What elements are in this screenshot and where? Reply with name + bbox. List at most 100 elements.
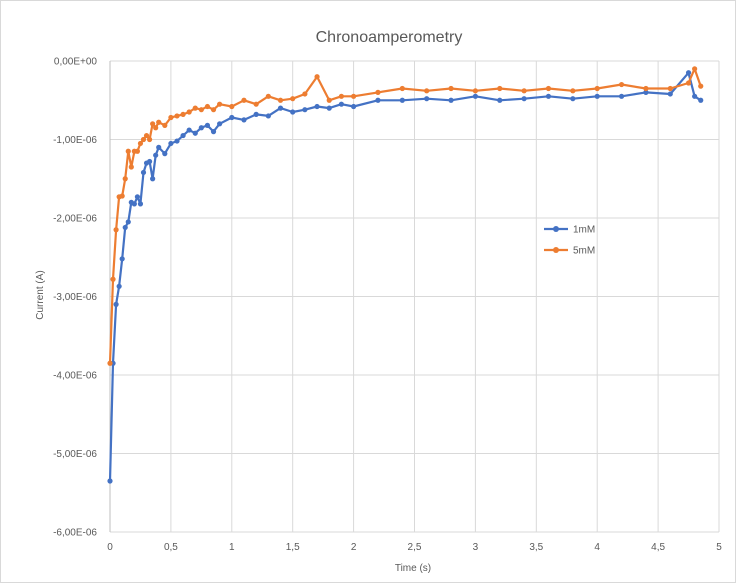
- data-point-5mM: [162, 122, 168, 128]
- chart-title: Chronoamperometry: [316, 29, 463, 46]
- data-point-1mM: [326, 105, 332, 111]
- y-tick-label: -4,00E-06: [53, 371, 97, 382]
- data-point-1mM: [180, 132, 186, 139]
- data-point-1mM: [497, 97, 503, 103]
- data-point-1mM: [198, 125, 204, 131]
- data-point-5mM: [253, 101, 259, 107]
- data-point-1mM: [137, 201, 144, 207]
- y-tick-label: -3,00E-06: [53, 292, 97, 303]
- data-point-1mM: [698, 97, 704, 103]
- data-point-1mM: [448, 97, 454, 103]
- data-point-5mM: [122, 176, 128, 182]
- data-point-5mM: [698, 83, 704, 89]
- data-point-1mM: [338, 101, 345, 107]
- data-point-5mM: [107, 360, 113, 366]
- data-point-5mM: [399, 85, 405, 92]
- grid: [110, 60, 720, 533]
- x-tick-label: 0,5: [164, 542, 178, 553]
- data-point-1mM: [150, 176, 156, 182]
- legend-label-5mM: 5mM: [573, 246, 595, 257]
- series-line-5mM: [108, 67, 702, 364]
- data-point-5mM: [198, 107, 204, 113]
- data-point-5mM: [241, 97, 247, 103]
- data-point-5mM: [134, 148, 141, 154]
- data-point-5mM: [424, 88, 430, 94]
- data-point-5mM: [110, 276, 116, 282]
- data-point-1mM: [570, 96, 576, 102]
- data-point-1mM: [643, 89, 649, 95]
- legend-label-1mM: 1mM: [573, 225, 595, 236]
- data-point-5mM: [497, 85, 503, 92]
- data-point-5mM: [119, 193, 125, 199]
- data-point-1mM: [351, 103, 357, 110]
- data-point-1mM: [277, 105, 284, 111]
- data-point-5mM: [229, 103, 235, 110]
- data-point-5mM: [667, 85, 673, 92]
- data-point-1mM: [314, 103, 320, 110]
- data-point-5mM: [326, 97, 332, 103]
- data-point-1mM: [472, 93, 478, 99]
- data-point-5mM: [338, 93, 345, 99]
- data-point-1mM: [594, 93, 600, 99]
- data-point-5mM: [265, 93, 271, 99]
- data-point-5mM: [472, 88, 478, 94]
- data-point-5mM: [351, 93, 357, 99]
- legend-marker-5mM: [553, 247, 559, 253]
- data-point-5mM: [128, 164, 134, 170]
- x-tick-label: 1,5: [286, 542, 300, 553]
- data-point-5mM: [174, 113, 180, 119]
- data-point-1mM: [545, 93, 552, 99]
- data-point-5mM: [594, 85, 600, 92]
- data-point-1mM: [241, 117, 247, 123]
- data-point-5mM: [192, 105, 198, 111]
- data-point-1mM: [424, 96, 430, 102]
- data-point-5mM: [545, 85, 552, 92]
- data-point-1mM: [375, 97, 381, 103]
- data-point-1mM: [131, 201, 137, 207]
- data-point-5mM: [113, 227, 119, 233]
- data-point-1mM: [119, 256, 125, 262]
- data-point-5mM: [375, 89, 381, 95]
- data-point-5mM: [521, 88, 527, 94]
- data-point-1mM: [210, 129, 217, 135]
- y-tick-label: -1,00E-06: [53, 135, 97, 146]
- legend-marker-1mM: [553, 226, 559, 232]
- data-point-1mM: [113, 301, 119, 307]
- y-axis-title: Current (A): [35, 270, 46, 319]
- data-point-5mM: [168, 114, 174, 121]
- data-point-1mM: [116, 283, 122, 289]
- legend: 1mM 5mM: [544, 225, 595, 257]
- data-point-1mM: [107, 478, 113, 484]
- data-point-1mM: [217, 121, 223, 127]
- x-axis-title: Time (s): [395, 563, 431, 574]
- data-point-1mM: [122, 224, 128, 231]
- data-point-1mM: [399, 97, 405, 103]
- data-point-5mM: [692, 66, 698, 72]
- x-tick-label: 3: [473, 542, 479, 553]
- data-point-5mM: [180, 111, 186, 117]
- data-point-1mM: [204, 122, 211, 128]
- data-point-1mM: [174, 138, 180, 144]
- data-point-1mM: [302, 107, 308, 113]
- data-point-5mM: [156, 119, 162, 125]
- data-point-1mM: [162, 151, 168, 157]
- data-point-1mM: [685, 70, 692, 76]
- series-line-1mM: [108, 71, 702, 482]
- data-point-1mM: [156, 144, 162, 150]
- data-point-5mM: [314, 74, 320, 80]
- data-point-5mM: [618, 81, 625, 88]
- x-tick-label: 2,5: [408, 542, 422, 553]
- data-point-1mM: [125, 219, 131, 225]
- x-tick-label: 4,5: [651, 542, 665, 553]
- x-tick-label: 0: [107, 542, 113, 553]
- x-tick-label: 3,5: [529, 542, 543, 553]
- data-point-5mM: [186, 109, 192, 115]
- data-point-5mM: [146, 136, 153, 143]
- data-point-5mM: [204, 103, 211, 110]
- data-point-5mM: [150, 121, 156, 127]
- data-point-1mM: [153, 152, 159, 158]
- data-point-1mM: [521, 96, 527, 102]
- data-point-1mM: [667, 91, 673, 97]
- data-point-1mM: [192, 130, 198, 136]
